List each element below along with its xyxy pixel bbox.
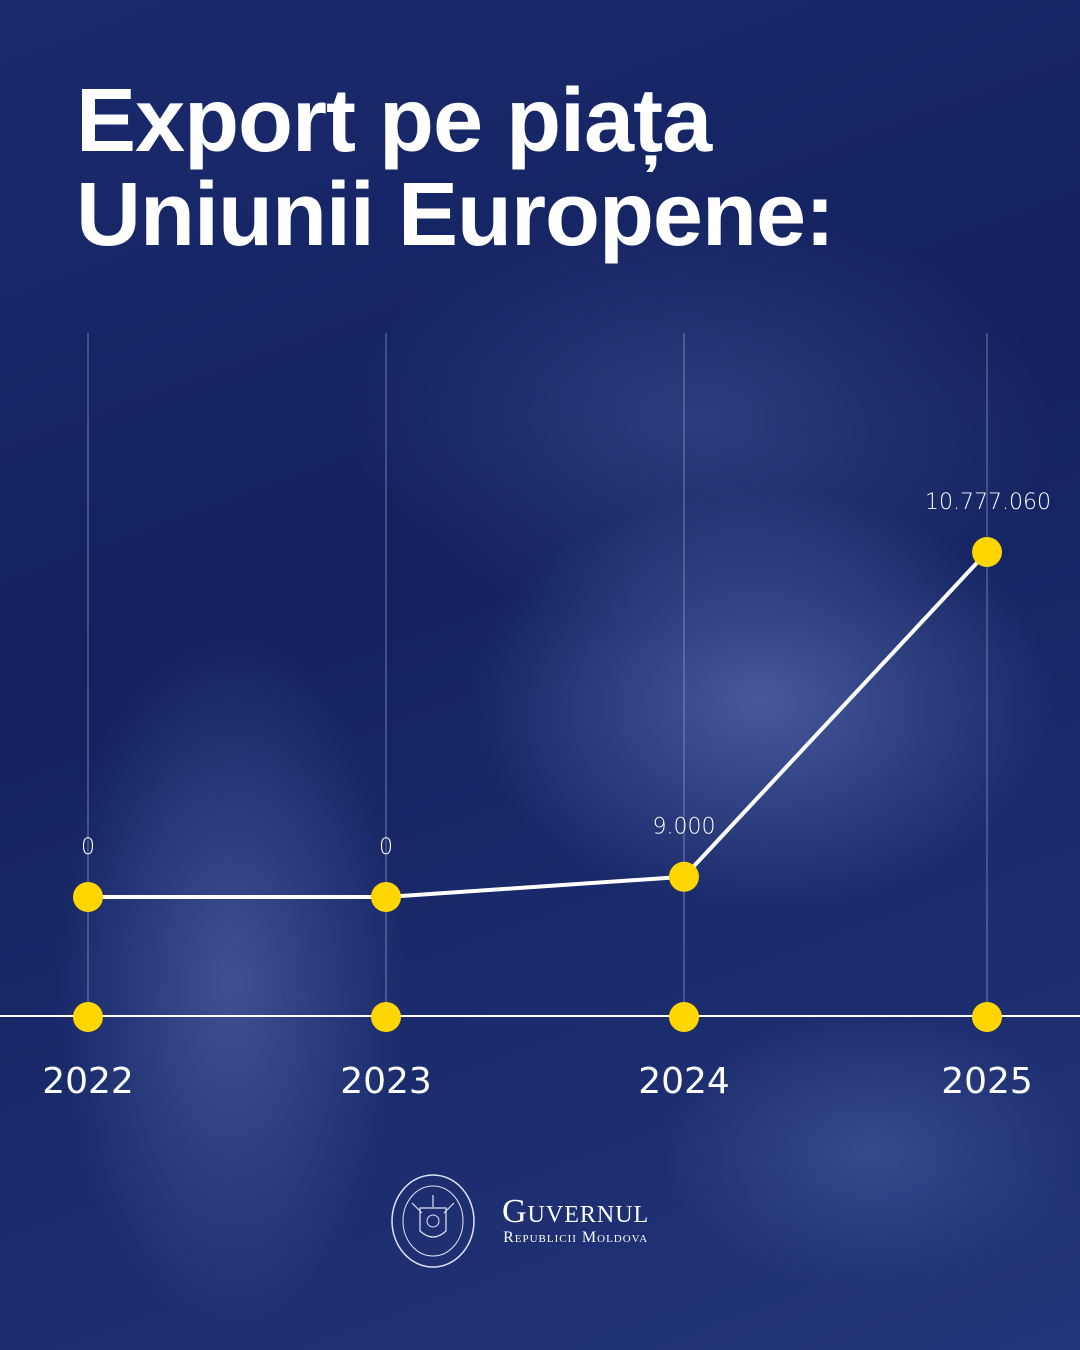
axis-marker-2023 [371,1002,401,1032]
data-point-2025 [972,537,1002,567]
logo-subtitle: Republicii Moldova [503,1229,649,1246]
x-tick-label-2023: 2023 [340,1061,432,1102]
data-point-2022 [73,882,103,912]
series-line [88,550,989,899]
x-tick-label-2024: 2024 [638,1061,730,1102]
data-point-2023 [371,882,401,912]
axis-marker-2024 [669,1002,699,1032]
data-label-2023: 0 [379,835,393,860]
axis-marker-2022 [73,1002,103,1032]
data-label-2025: 10.777.060 [925,490,1051,515]
coat-of-arms-seal-icon [391,1174,475,1268]
title-line-1: Export pe piața [76,71,712,171]
title-line-2: Uniunii Europene: [76,165,835,265]
x-tick-label-2025: 2025 [941,1061,1033,1102]
data-label-2024: 9.000 [653,815,716,840]
x-tick-label-2022: 2022 [42,1061,134,1102]
government-logo: Guvernul Republicii Moldova [390,1173,649,1269]
data-label-2022: 0 [81,835,95,860]
data-point-2024 [669,861,699,892]
page-title: Export pe piața Uniunii Europene: [76,71,835,265]
axis-marker-2025 [972,1002,1002,1032]
logo-title: Guvernul [502,1193,650,1230]
